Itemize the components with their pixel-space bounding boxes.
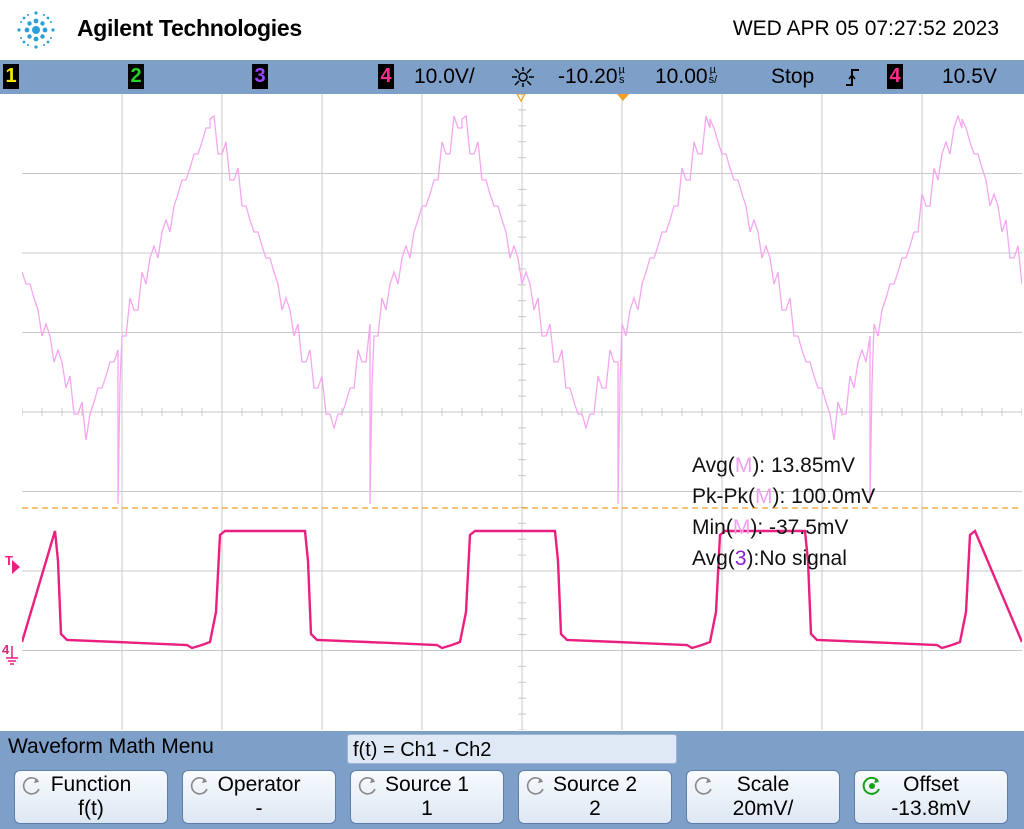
- trigger-level-marker: T: [5, 553, 13, 568]
- scale-softkey[interactable]: Scale 20mV/: [686, 770, 840, 824]
- function-softkey[interactable]: Function f(t): [14, 770, 168, 824]
- channel-2-indicator[interactable]: 2: [128, 64, 144, 89]
- trigger-delay[interactable]: -10.20µ s: [558, 64, 625, 89]
- softkey-value: 1: [421, 797, 433, 820]
- softkey-value: f(t): [78, 797, 104, 820]
- channel-1-indicator[interactable]: 1: [3, 64, 19, 89]
- knob-arrow-icon: [694, 777, 712, 795]
- math-waveform-trace: [22, 113, 1022, 505]
- header: Agilent Technologies WED APR 05 07:27:52…: [0, 0, 1024, 60]
- left-marker-strip: [0, 94, 22, 730]
- softkey-label: Source 1: [384, 773, 470, 796]
- ch4-scale[interactable]: 10.0V/: [414, 65, 475, 88]
- brand-name: Agilent Technologies: [77, 15, 302, 41]
- softkey-value: 20mV/: [732, 797, 794, 820]
- softkey-menu: Waveform Math Menu f(t) = Ch1 - Ch2 Func…: [0, 731, 1024, 829]
- math-formula-display: f(t) = Ch1 - Ch2: [347, 734, 677, 764]
- ch4-ground-marker: 4: [2, 642, 10, 657]
- softkey-value: 2: [589, 797, 601, 820]
- measurement-min-math: Min(M): -37.5mV: [692, 516, 849, 539]
- trigger-position-marker-icon: [617, 94, 629, 101]
- rising-edge-icon: [846, 69, 859, 86]
- knob-arrow-icon: [358, 777, 376, 795]
- ground-symbol-icon: [6, 646, 18, 665]
- run-state[interactable]: Stop: [771, 65, 815, 88]
- trigger-source-indicator[interactable]: 4: [887, 64, 903, 89]
- softkey-label: Offset: [903, 773, 959, 796]
- channel-4-indicator[interactable]: 4: [378, 64, 394, 89]
- softkey-label: Source 2: [552, 773, 638, 796]
- trigger-level[interactable]: 10.5V: [942, 65, 997, 88]
- softkey-value: -13.8mV: [891, 797, 971, 820]
- menu-title: Waveform Math Menu: [8, 735, 214, 758]
- ch4-waveform-trace: [22, 529, 1022, 650]
- softkey-label: Function: [50, 773, 132, 796]
- channel-3-indicator[interactable]: 3: [252, 64, 268, 89]
- trigger-level-arrow-icon: [12, 560, 20, 574]
- knob-arrow-icon: [526, 777, 544, 795]
- source-1-softkey[interactable]: Source 1 1: [350, 770, 504, 824]
- softkey-label: Operator: [217, 773, 301, 796]
- active-knob-arrow-icon: [862, 776, 880, 795]
- softkey-value: -: [255, 797, 263, 820]
- operator-softkey[interactable]: Operator -: [182, 770, 336, 824]
- status-bar: 1 2 3 4 10.0V/ -10.20µ s 10.00 µ s/ Stop 4 …: [0, 60, 1024, 94]
- measurement-avg-math: Avg(M): 13.85mV: [692, 454, 856, 477]
- waveform-display[interactable]: [22, 94, 1022, 730]
- delay-reference-marker-icon: [516, 94, 526, 103]
- timebase[interactable]: 10.00 µ s/: [655, 64, 718, 89]
- measurements-panel: Avg(M): 13.85mV Pk-Pk(M): 100.0mV Min(M)…: [692, 450, 875, 574]
- knob-arrow-icon: [22, 777, 40, 795]
- agilent-spark-logo-icon: [17, 11, 55, 49]
- offset-softkey[interactable]: Offset -13.8mV: [854, 770, 1008, 824]
- datetime: WED APR 05 07:27:52 2023: [732, 17, 999, 40]
- source-2-softkey[interactable]: Source 2 2: [518, 770, 672, 824]
- knob-arrow-icon: [190, 777, 208, 795]
- trigger-delay-icon: [512, 67, 534, 87]
- measurement-pkpk-math: Pk-Pk(M): 100.0mV: [692, 485, 876, 508]
- softkey-label: Scale: [736, 773, 790, 796]
- measurement-avg-ch3: Avg(3):No signal: [692, 547, 847, 570]
